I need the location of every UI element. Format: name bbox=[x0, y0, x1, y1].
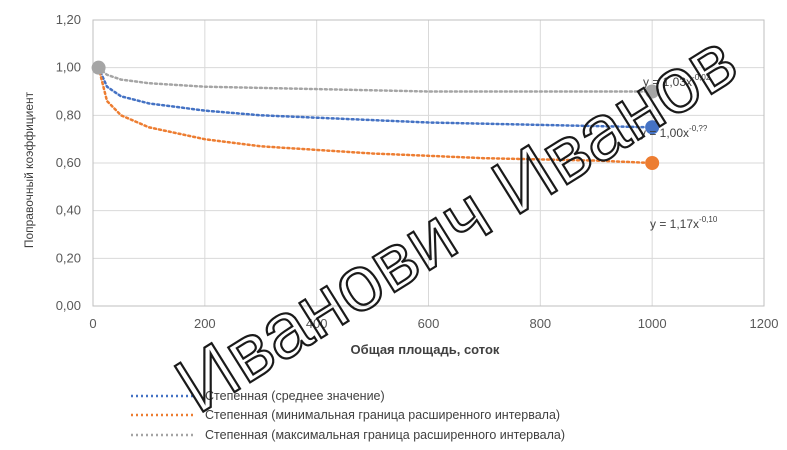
legend-label-mean: Степенная (среднее значение) bbox=[205, 389, 385, 403]
series-marker-mean bbox=[645, 120, 660, 135]
equation-max-exp: -0,02 bbox=[692, 73, 711, 82]
y-tick-label: 0,00 bbox=[56, 298, 81, 313]
axes bbox=[92, 19, 765, 307]
equation-mean: y = 1,00x-0,?? bbox=[640, 124, 708, 140]
y-tick-labels: 0,00 0,20 0,40 0,60 0,80 1,00 1,20 bbox=[56, 12, 81, 313]
series-line-max bbox=[97, 66, 654, 93]
x-tick-label: 1200 bbox=[750, 316, 779, 331]
x-tick-label: 200 bbox=[194, 316, 216, 331]
equation-max-main: y = 1,03x bbox=[643, 75, 692, 89]
legend-label-max: Степенная (максимальная граница расширен… bbox=[205, 428, 565, 442]
equation-min: y = 1,17x-0,10 bbox=[650, 215, 718, 231]
x-tick-labels: 0 200 400 600 800 1000 1200 bbox=[89, 316, 778, 331]
equation-min-exp: -0,10 bbox=[699, 215, 718, 224]
series-start-marker bbox=[91, 60, 106, 75]
y-axis-title: Поправочный коэффициент bbox=[22, 91, 36, 248]
y-tick-label: 0,80 bbox=[56, 107, 81, 122]
equation-mean-main: y = 1,00x bbox=[640, 126, 689, 140]
y-tick-label: 0,40 bbox=[56, 203, 81, 218]
series-line-mean bbox=[97, 66, 654, 129]
series-markers bbox=[91, 60, 660, 170]
series-marker-min bbox=[645, 156, 660, 170]
x-tick-label: 1000 bbox=[638, 316, 667, 331]
y-tick-label: 0,60 bbox=[56, 155, 81, 170]
legend-label-min: Степенная (минимальная граница расширенн… bbox=[205, 408, 560, 422]
x-tick-label: 600 bbox=[418, 316, 440, 331]
equation-mean-exp: -0,?? bbox=[689, 124, 708, 133]
equation-max: y = 1,03x-0,02 bbox=[643, 73, 711, 89]
legend: Степенная (среднее значение) Степенная (… bbox=[131, 389, 565, 442]
series bbox=[97, 66, 654, 165]
x-tick-label: 400 bbox=[306, 316, 328, 331]
x-axis-title: Общая площадь, соток bbox=[351, 342, 500, 357]
equation-min-main: y = 1,17x bbox=[650, 217, 699, 231]
series-marker-max bbox=[645, 84, 660, 99]
y-tick-label: 0,20 bbox=[56, 250, 81, 265]
cropped-heading-fragment bbox=[0, 0, 787, 6]
x-tick-label: 800 bbox=[529, 316, 551, 331]
y-tick-label: 1,00 bbox=[56, 60, 81, 75]
plot-border bbox=[92, 19, 765, 307]
series-line-min bbox=[97, 66, 654, 165]
x-tick-label: 0 bbox=[89, 316, 96, 331]
y-tick-label: 1,20 bbox=[56, 12, 81, 27]
